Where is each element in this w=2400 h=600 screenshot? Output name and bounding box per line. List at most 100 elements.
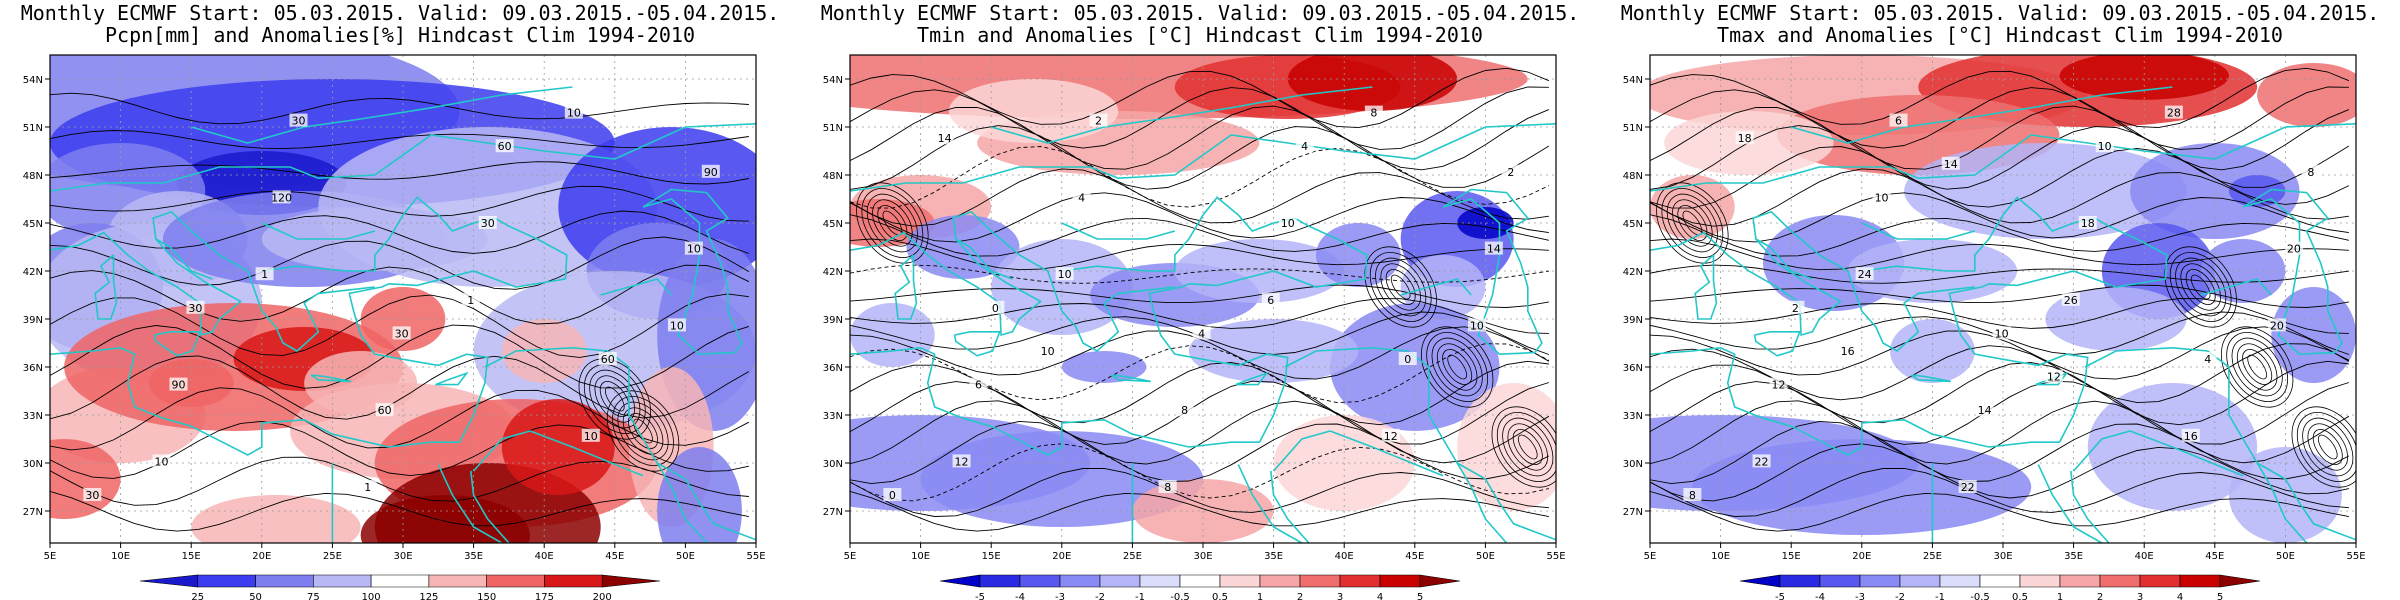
panel-title-line1: Monthly ECMWF Start: 05.03.2015. Valid: … [20, 1, 780, 25]
contour-line [594, 375, 636, 423]
lon-label: 45E [605, 551, 624, 562]
colorbar-label: 175 [535, 592, 554, 600]
lon-label: 5E [844, 551, 857, 562]
contour-line [866, 193, 918, 253]
contour-line [850, 214, 1549, 257]
coastline [1790, 86, 2173, 144]
map-field: 0 0 2 4 4 0 2 6 4 8 10 12 14 12 10 8 6 8 10 14 10 [850, 55, 1556, 543]
contour-label: 10 [687, 243, 701, 256]
coastline [484, 346, 658, 464]
anomaly-patch [360, 495, 531, 543]
contour-line [2169, 252, 2232, 322]
coastline [1861, 222, 1976, 240]
contour-label: 2 [1095, 115, 1102, 128]
contour-line [1650, 343, 2350, 404]
contour-line [2291, 406, 2356, 488]
contour-label-bg [1398, 352, 1417, 365]
contour-line [1496, 412, 1556, 482]
colorbar-label: -0.5 [1970, 592, 1990, 600]
lat-label: 54N [23, 75, 43, 86]
coastline [1694, 254, 1718, 320]
colorbar: -5 -4 -3 -2 -1 -0.5 0.5 1 2 3 4 5 [939, 574, 1461, 600]
contour-label: 14 [1487, 243, 1501, 256]
contour-line [1650, 380, 2350, 445]
contour-label-bg [478, 216, 497, 229]
contour-label: 10 [155, 455, 169, 468]
contour-line [877, 205, 908, 241]
contour-label-bg [2164, 105, 2183, 119]
contour-line [850, 125, 1550, 190]
contour-label: 12 [955, 455, 969, 468]
panel-title-line1: Monthly ECMWF Start: 05.03.2015. Valid: … [820, 1, 1580, 25]
contour-label-bg [2181, 428, 2200, 442]
contour-label: 10 [1470, 319, 1484, 332]
contour-label-bg [255, 267, 274, 281]
coastline [2129, 430, 2244, 477]
contour-line [872, 199, 913, 247]
anomaly-patch [850, 303, 935, 367]
contour-line [2247, 354, 2267, 380]
contour-label-bg [1683, 488, 1702, 501]
colorbar-swatch [1779, 574, 1821, 588]
colorbar-label: 2 [1297, 592, 1303, 600]
colorbar-swatch [370, 574, 430, 588]
contour-line [1650, 125, 2350, 190]
contour-label: 10 [584, 430, 598, 443]
contour-label-bg [1381, 428, 1400, 442]
lon-label: 40E [2135, 551, 2154, 562]
lon-label: 10E [1711, 551, 1730, 562]
contour-line [1672, 199, 1713, 247]
contour-label: 8 [1164, 481, 1171, 494]
coastline [470, 470, 510, 543]
contour-label: 20 [2270, 319, 2284, 332]
coastline [155, 238, 213, 280]
colorbar-label: 75 [307, 592, 320, 600]
coastline [1650, 210, 1975, 352]
contour-line [850, 380, 1550, 445]
contour-line [2312, 429, 2343, 465]
lat-label: 45N [823, 219, 843, 230]
colorbar-swatch [939, 574, 981, 588]
contour-line [1650, 264, 2349, 284]
coastline [1174, 196, 1368, 280]
coastline [94, 254, 118, 320]
coastline [310, 374, 351, 383]
lat-label: 54N [1623, 75, 1643, 86]
contour-line [1650, 86, 2349, 150]
colorbar-swatch [486, 574, 545, 588]
anomaly-patch [2257, 63, 2356, 127]
contour-label-bg [2061, 292, 2080, 306]
contour-line [2236, 343, 2278, 391]
colorbar-label: 150 [477, 592, 496, 600]
lat-label: 42N [1623, 267, 1643, 278]
contour-label: 26 [2064, 294, 2078, 307]
coastline [2084, 346, 2258, 464]
colorbar-swatch [2099, 574, 2141, 588]
contour-label: 1 [467, 294, 474, 307]
contour-label: 90 [171, 379, 185, 392]
contour-label: 14 [938, 132, 952, 145]
colorbar-label: 1 [1257, 592, 1263, 600]
contour-line [850, 420, 1550, 485]
colorbar-swatch [1859, 574, 1901, 588]
lon-label: 40E [1335, 551, 1354, 562]
coastline [656, 462, 756, 541]
contour-line [50, 456, 749, 506]
coastline [990, 86, 1373, 144]
contour-line [1420, 326, 1494, 408]
contour-line [850, 400, 1550, 465]
contour-label: 6 [1267, 294, 1274, 307]
lat-label: 36N [23, 363, 43, 374]
lon-label: 45E [2205, 551, 2224, 562]
lat-label: 48N [23, 171, 43, 182]
contour-label: 2 [1507, 166, 1514, 179]
coastline [1910, 374, 1951, 383]
contour-label-bg [1941, 156, 1960, 170]
contour-label: 10 [1041, 345, 1055, 358]
contour-label-bg [1175, 403, 1194, 417]
contour-label-bg [2095, 139, 2114, 153]
contour-line [1650, 400, 2350, 465]
anomaly-patch [1315, 223, 1401, 287]
contour-label: 22 [1755, 455, 1769, 468]
contour-label-bg [935, 131, 954, 145]
